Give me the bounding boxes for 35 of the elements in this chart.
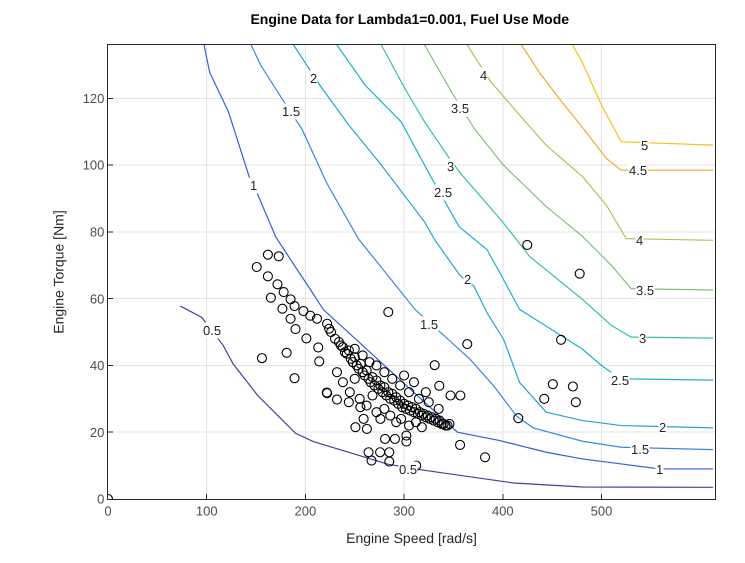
- y-tick-label: 100: [82, 158, 104, 173]
- annotation: 2.5: [611, 373, 630, 388]
- y-tick-label: 0: [97, 492, 104, 507]
- x-axis-title: Engine Speed [rad/s]: [346, 530, 477, 546]
- x-tick-label: 300: [393, 504, 415, 519]
- annotation: 1.5: [420, 317, 438, 332]
- annotation: 2: [659, 420, 666, 435]
- annotation: 0.5: [203, 323, 222, 338]
- x-tick-label: 500: [590, 504, 612, 519]
- y-tick-label: 40: [90, 358, 104, 374]
- annotation: 3: [447, 159, 454, 174]
- annotation: 5: [641, 138, 648, 153]
- annotation: 4: [636, 233, 644, 248]
- annotation: 3.5: [451, 101, 470, 116]
- x-tick-label: 200: [294, 504, 316, 519]
- annotation: 2: [464, 272, 472, 287]
- annotation: 4: [480, 68, 488, 83]
- y-tick-label: 120: [82, 90, 104, 106]
- y-tick-label: 20: [90, 424, 104, 440]
- annotation: 3.5: [636, 283, 654, 298]
- x-tick-label: 100: [196, 504, 218, 519]
- annotation: 2.5: [434, 185, 452, 200]
- annotation: 1.5: [631, 442, 650, 457]
- annotation: 4.5: [629, 163, 648, 178]
- annotation: 1: [656, 462, 664, 477]
- annotation: 1.5: [282, 104, 300, 119]
- y-axis-title: Engine Torque [Nm]: [50, 210, 66, 334]
- annotation: 1: [250, 178, 258, 193]
- chart-title: Engine Data for Lambda1=0.001, Fuel Use Mode: [250, 10, 570, 27]
- annotation: 2: [310, 71, 318, 86]
- x-tick-label: 400: [492, 504, 514, 519]
- y-tick-label: 60: [90, 291, 104, 306]
- annotation: 0.5: [399, 462, 418, 477]
- y-tick-label: 80: [90, 224, 104, 240]
- annotation: 3: [639, 331, 646, 346]
